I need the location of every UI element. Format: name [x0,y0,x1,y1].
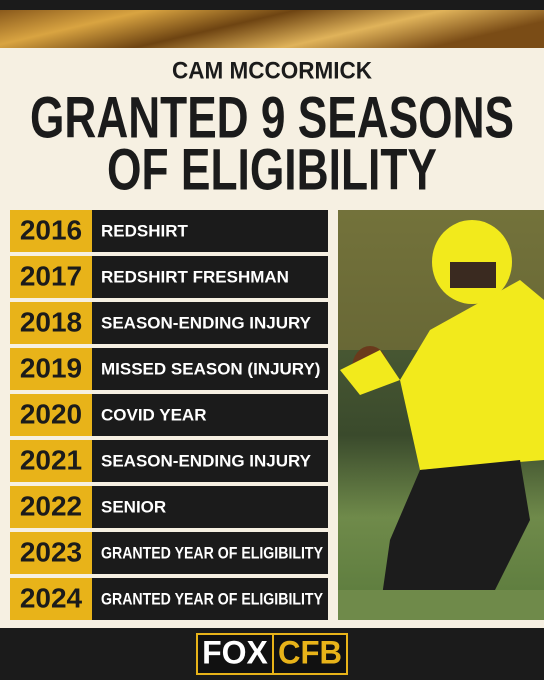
timeline-row: 2020 COVID YEAR [10,394,328,436]
label-box [92,348,328,390]
year-box [10,486,92,528]
year-box [10,302,92,344]
timeline-row: 2019 MISSED SEASON (INJURY) [10,348,328,390]
label-box [92,302,328,344]
label-box [92,210,328,252]
year: 2016 [20,214,82,245]
event-label: MISSED SEASON (INJURY) [101,359,320,378]
year: 2023 [20,536,82,567]
year: 2018 [20,306,82,337]
gold-banner [0,10,544,48]
label-box [92,256,328,298]
logo-cfb: CFB [278,634,342,670]
label-box [92,486,328,528]
event-label: SENIOR [101,497,166,516]
year: 2021 [20,444,82,475]
year-box [10,394,92,436]
event-label: COVID YEAR [101,405,207,424]
timeline-row: 2023 GRANTED YEAR OF ELIGIBILITY [10,532,328,574]
timeline-row: 2018 SEASON-ENDING INJURY [10,302,328,344]
top-edge [0,0,544,10]
year: 2019 [20,352,82,383]
logo-fox-bg [198,635,272,673]
year-box [10,532,92,574]
label-box [92,532,328,574]
timeline-row: 2024 GRANTED YEAR OF ELIGIBILITY [10,578,328,620]
year: 2020 [20,398,82,429]
logo-fox: FOX [202,634,268,670]
label-box [92,440,328,482]
timeline: 2016 REDSHIRT 2017 REDSHIRT FRESHMAN 2018 SEA… [10,210,328,620]
event-label: REDSHIRT FRESHMAN [101,267,289,286]
event-label: GRANTED YEAR OF ELIGIBILITY [101,589,324,608]
label-box [92,394,328,436]
label-box [92,578,328,620]
year-box [10,440,92,482]
year-box [10,348,92,390]
year: 2022 [20,490,82,521]
year-box [10,210,92,252]
title-line: OF ELIGIBILITY [107,137,437,202]
timeline-row: 2021 SEASON-ENDING INJURY [10,440,328,482]
timeline-row: 2017 REDSHIRT FRESHMAN [10,256,328,298]
year: 2024 [20,582,83,613]
logo-cfb-bg [274,635,346,673]
year-box [10,256,92,298]
title-line: GRANTED 9 SEASONS [30,85,514,150]
event-label: REDSHIRT [101,221,189,240]
timeline-row: 2016 REDSHIRT [10,210,328,252]
year: 2017 [20,260,82,291]
year-box [10,578,92,620]
event-label: SEASON-ENDING INJURY [101,313,312,332]
subtitle: CAM MCCORMICK [172,57,373,84]
player-photo [338,210,544,620]
timeline-row: 2022 SENIOR [10,486,328,528]
event-label: GRANTED YEAR OF ELIGIBILITY [101,543,324,562]
event-label: SEASON-ENDING INJURY [101,451,312,470]
